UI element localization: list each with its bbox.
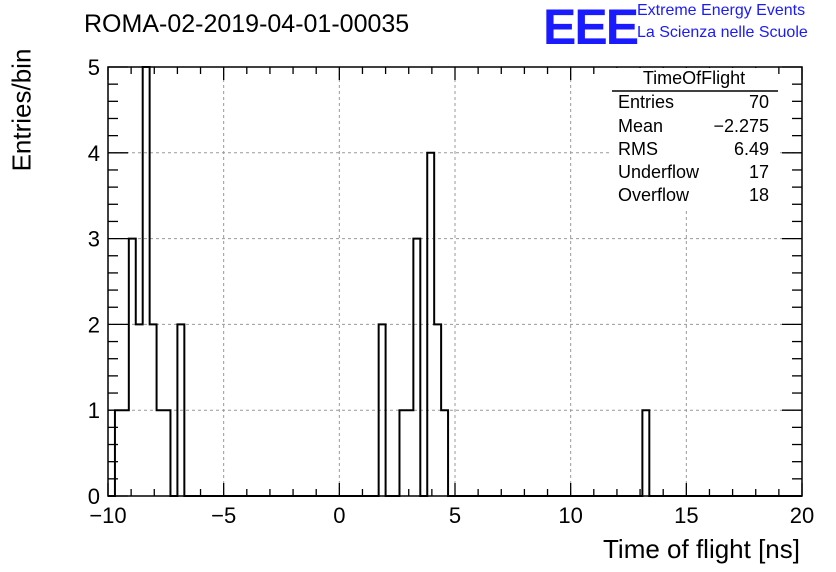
stats-label: RMS bbox=[618, 139, 658, 159]
histogram-bar bbox=[642, 410, 649, 496]
x-axis-label: Time of flight [ns] bbox=[603, 534, 800, 564]
x-tick-label: 15 bbox=[674, 503, 698, 528]
y-axis-label: Entries/bin bbox=[6, 48, 37, 172]
stats-label: Overflow bbox=[618, 185, 690, 205]
stats-value: 6.49 bbox=[733, 139, 769, 159]
y-tick-label: 0 bbox=[88, 484, 100, 509]
histogram-bar bbox=[406, 410, 413, 496]
stats-label: Entries bbox=[618, 92, 675, 112]
histogram-bar bbox=[143, 67, 150, 496]
y-tick-label: 5 bbox=[88, 55, 100, 80]
stats-label: Underflow bbox=[618, 162, 700, 182]
x-tick-label: −10 bbox=[89, 503, 126, 528]
logo-tagline-2: La Scienza nelle Scuole bbox=[637, 24, 808, 41]
histogram-bar bbox=[157, 410, 164, 496]
x-tick-label: 0 bbox=[333, 503, 345, 528]
histogram-bar bbox=[164, 410, 171, 496]
stats-value: 17 bbox=[748, 162, 769, 182]
stats-label: Mean bbox=[618, 116, 664, 136]
x-tick-label: 20 bbox=[790, 503, 814, 528]
histogram-bar bbox=[115, 410, 122, 496]
stats-title: TimeOfFlight bbox=[642, 68, 746, 88]
x-tick-label: 10 bbox=[558, 503, 582, 528]
histogram-bar bbox=[413, 239, 420, 496]
y-tick-label: 3 bbox=[88, 227, 100, 252]
eee-logo: EEE bbox=[543, 0, 639, 55]
stats-box bbox=[612, 68, 778, 208]
stats-value: −2.275 bbox=[713, 116, 769, 136]
y-tick-label: 1 bbox=[88, 398, 100, 423]
histogram-bar bbox=[129, 239, 136, 496]
x-tick-label: −5 bbox=[211, 503, 236, 528]
y-tick-label: 4 bbox=[88, 141, 100, 166]
logo-tagline-1: Extreme Energy Events bbox=[637, 2, 806, 19]
histogram-bar bbox=[441, 410, 448, 496]
stats-value: 18 bbox=[748, 185, 769, 205]
tick-labels: −10 −5 0 5 10 15 20 0 1 2 3 4 5 bbox=[88, 55, 814, 528]
histogram-bar bbox=[399, 410, 406, 496]
stats-value: 70 bbox=[748, 92, 769, 112]
y-tick-label: 2 bbox=[88, 312, 100, 337]
x-tick-label: 5 bbox=[449, 503, 461, 528]
run-title: ROMA-02-2019-04-01-00035 bbox=[84, 10, 410, 38]
histogram-bar bbox=[122, 410, 129, 496]
